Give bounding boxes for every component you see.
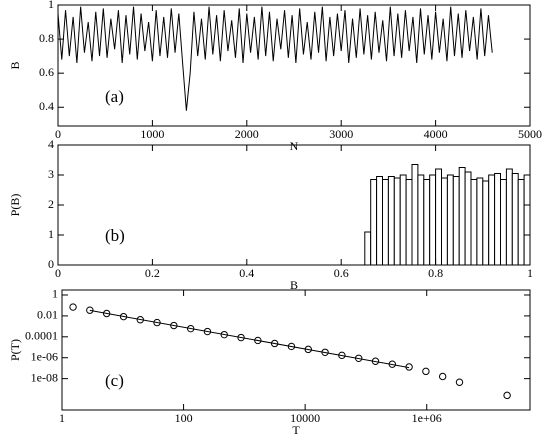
- histogram-bar: [411, 164, 419, 266]
- x-axis-label: N: [290, 139, 299, 153]
- y-axis-label: B: [8, 61, 22, 69]
- x-tick-label: 2000: [235, 127, 259, 141]
- histogram-bar: [441, 177, 448, 266]
- data-point: [220, 330, 228, 339]
- histogram-bar: [488, 174, 496, 266]
- data-point: [187, 324, 195, 333]
- x-tick-label: 3000: [329, 127, 353, 141]
- histogram-bar: [423, 179, 431, 266]
- data-point: [153, 318, 161, 327]
- x-tick-label: 1000: [140, 127, 164, 141]
- x-tick-label: 0: [55, 127, 61, 141]
- histogram-bar: [387, 176, 395, 266]
- data-point: [422, 367, 430, 376]
- y-axis-label: P(B): [8, 194, 22, 217]
- histogram-bar: [364, 231, 372, 266]
- x-tick-label: 0.6: [334, 266, 349, 280]
- data-point: [254, 336, 262, 345]
- histogram-bar: [511, 173, 519, 266]
- fit-line: [89, 309, 410, 369]
- histogram-bar: [470, 179, 478, 266]
- data-point: [304, 345, 312, 354]
- histogram-bar: [393, 177, 401, 266]
- y-axis-label: P(T): [8, 339, 22, 361]
- histogram-bar: [452, 176, 460, 266]
- histogram-bar: [464, 171, 472, 266]
- data-point: [170, 321, 178, 330]
- y-tick-label: 1e-06: [31, 349, 58, 363]
- data-line: [57, 6, 493, 111]
- data-point: [338, 351, 346, 360]
- data-point: [136, 316, 144, 324]
- histogram-bar: [446, 174, 454, 266]
- y-tick-label: 0.6: [39, 65, 54, 79]
- data-point: [354, 354, 363, 363]
- data-point: [388, 360, 396, 368]
- histogram-bar: [482, 180, 490, 266]
- y-tick-label: 1: [48, 227, 54, 241]
- x-tick-label: 0: [55, 266, 61, 280]
- y-tick-label: 2: [48, 197, 54, 211]
- y-tick-label: 0.8: [39, 31, 54, 45]
- y-tick-label: 4: [48, 137, 54, 151]
- histogram-bar: [523, 174, 531, 266]
- histogram-bar: [476, 177, 484, 266]
- data-point: [237, 333, 245, 342]
- data-point: [69, 303, 77, 311]
- x-tick-label: 0.8: [428, 266, 443, 280]
- data-point: [503, 391, 511, 400]
- histogram-bar: [494, 173, 502, 266]
- data-point: [119, 312, 128, 321]
- y-tick-label: 0.0001: [25, 329, 58, 343]
- histogram-bar: [405, 179, 413, 266]
- y-tick-label: 3: [48, 167, 54, 181]
- histogram-bar: [435, 168, 443, 266]
- x-tick-label: 100: [175, 411, 193, 425]
- x-axis-label: B: [290, 278, 298, 292]
- data-point: [270, 339, 279, 348]
- x-tick-label: 10000: [290, 411, 320, 425]
- histogram-bar: [429, 174, 437, 266]
- data-point: [371, 357, 380, 365]
- histogram-bar: [458, 167, 466, 266]
- panel-label: (a): [105, 87, 124, 106]
- histogram-bar: [376, 176, 384, 266]
- histogram-bar: [417, 174, 425, 266]
- x-tick-label: 1e+06: [412, 411, 442, 425]
- plot-frame: [61, 289, 531, 411]
- y-tick-label: 0.4: [39, 99, 54, 113]
- y-tick-label: 1: [48, 0, 54, 11]
- data-point: [102, 309, 111, 318]
- x-axis-label: T: [292, 423, 300, 436]
- histogram-bar: [382, 179, 389, 266]
- data-point: [287, 342, 296, 351]
- x-tick-label: 0.2: [145, 266, 160, 280]
- plot-frame: [57, 4, 531, 127]
- data-point: [203, 327, 212, 336]
- x-tick-label: 5000: [518, 127, 542, 141]
- data-point: [86, 306, 94, 314]
- histogram-bar: [370, 179, 378, 266]
- histogram-bar: [517, 179, 525, 266]
- x-tick-label: 1: [527, 266, 533, 280]
- histogram-bar: [399, 174, 407, 266]
- y-tick-label: 0.01: [37, 308, 58, 322]
- x-tick-label: 4000: [424, 127, 448, 141]
- panel-label: (b): [105, 226, 125, 245]
- y-tick-label: 1e-08: [31, 370, 58, 384]
- histogram-bar: [500, 179, 507, 266]
- data-point: [405, 363, 413, 371]
- y-tick-label: 1: [52, 287, 58, 301]
- data-point: [455, 378, 464, 386]
- x-tick-label: 0.4: [239, 266, 254, 280]
- x-tick-label: 1: [59, 411, 65, 425]
- histogram-bar: [505, 168, 513, 266]
- panel-label: (c): [105, 371, 124, 390]
- data-point: [438, 372, 447, 381]
- data-point: [321, 348, 329, 357]
- y-tick-label: 0: [48, 257, 54, 271]
